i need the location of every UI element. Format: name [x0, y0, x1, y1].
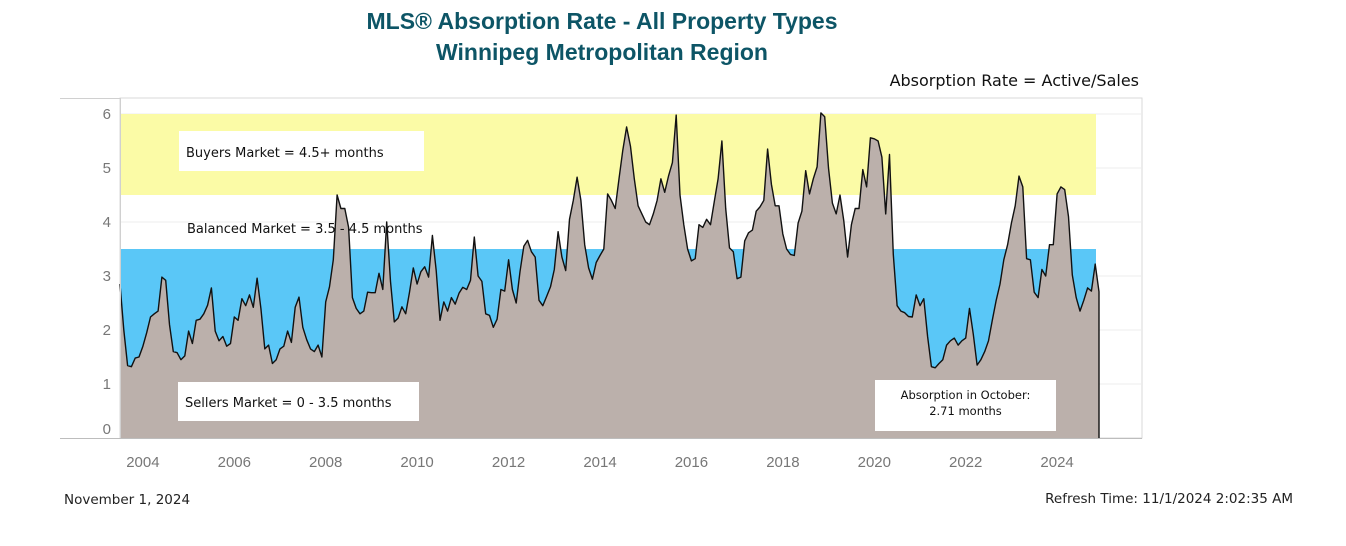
y-tick-label-3: 3	[103, 268, 111, 285]
series-area	[120, 112, 1099, 439]
buyers-market-label: Buyers Market = 4.5+ months	[186, 146, 384, 161]
x-tick-label-2006: 2006	[218, 454, 251, 471]
series-line	[119, 112, 1100, 438]
x-tick-label-2004: 2004	[126, 454, 159, 471]
sellers-market-label: Sellers Market = 0 - 3.5 months	[185, 396, 392, 411]
y-tick-label-6: 6	[103, 106, 111, 123]
absorption-formula: Absorption Rate = Active/Sales	[889, 71, 1139, 90]
x-tick-label-2020: 2020	[858, 454, 891, 471]
balanced-market-label: Balanced Market = 3.5 - 4.5 months	[187, 222, 423, 237]
x-tick-label-2010: 2010	[400, 454, 433, 471]
absorption-series	[119, 112, 1100, 439]
annotation-callout: Absorption in October: 2.71 months	[875, 380, 1056, 431]
sellers-label-box	[178, 382, 419, 421]
annotation-box	[875, 380, 1056, 431]
chart-subtitle: Winnipeg Metropolitan Region	[436, 39, 768, 65]
x-tick-label-2022: 2022	[949, 454, 982, 471]
x-tick-label-2024: 2024	[1040, 454, 1073, 471]
x-tick-label-2012: 2012	[492, 454, 525, 471]
chart-title: MLS® Absorption Rate - All Property Type…	[366, 8, 838, 34]
x-tick-label-2008: 2008	[309, 454, 342, 471]
report-date: November 1, 2024	[64, 492, 191, 508]
y-tick-label-0: 0	[103, 421, 111, 438]
buyers-label-box	[179, 131, 424, 171]
x-tick-label-2016: 2016	[675, 454, 708, 471]
y-tick-label-5: 5	[103, 160, 111, 177]
annotation-line2: 2.71 months	[929, 404, 1002, 418]
y-tick-label-2: 2	[103, 322, 111, 339]
y-tick-label-1: 1	[103, 376, 111, 393]
x-tick-label-2014: 2014	[583, 454, 616, 471]
y-tick-label-4: 4	[103, 214, 111, 231]
annotation-line1: Absorption in October:	[901, 388, 1031, 402]
zone-labels: Buyers Market = 4.5+ months Balanced Mark…	[178, 131, 424, 421]
x-tick-label-2018: 2018	[766, 454, 799, 471]
axes: 0 1 2 3 4 5 6 2004 2006 2008 2010 2012 2014 2016 2018 2…	[60, 98, 1142, 471]
refresh-time: Refresh Time: 11/1/2024 2:02:35 AM	[1045, 491, 1293, 507]
